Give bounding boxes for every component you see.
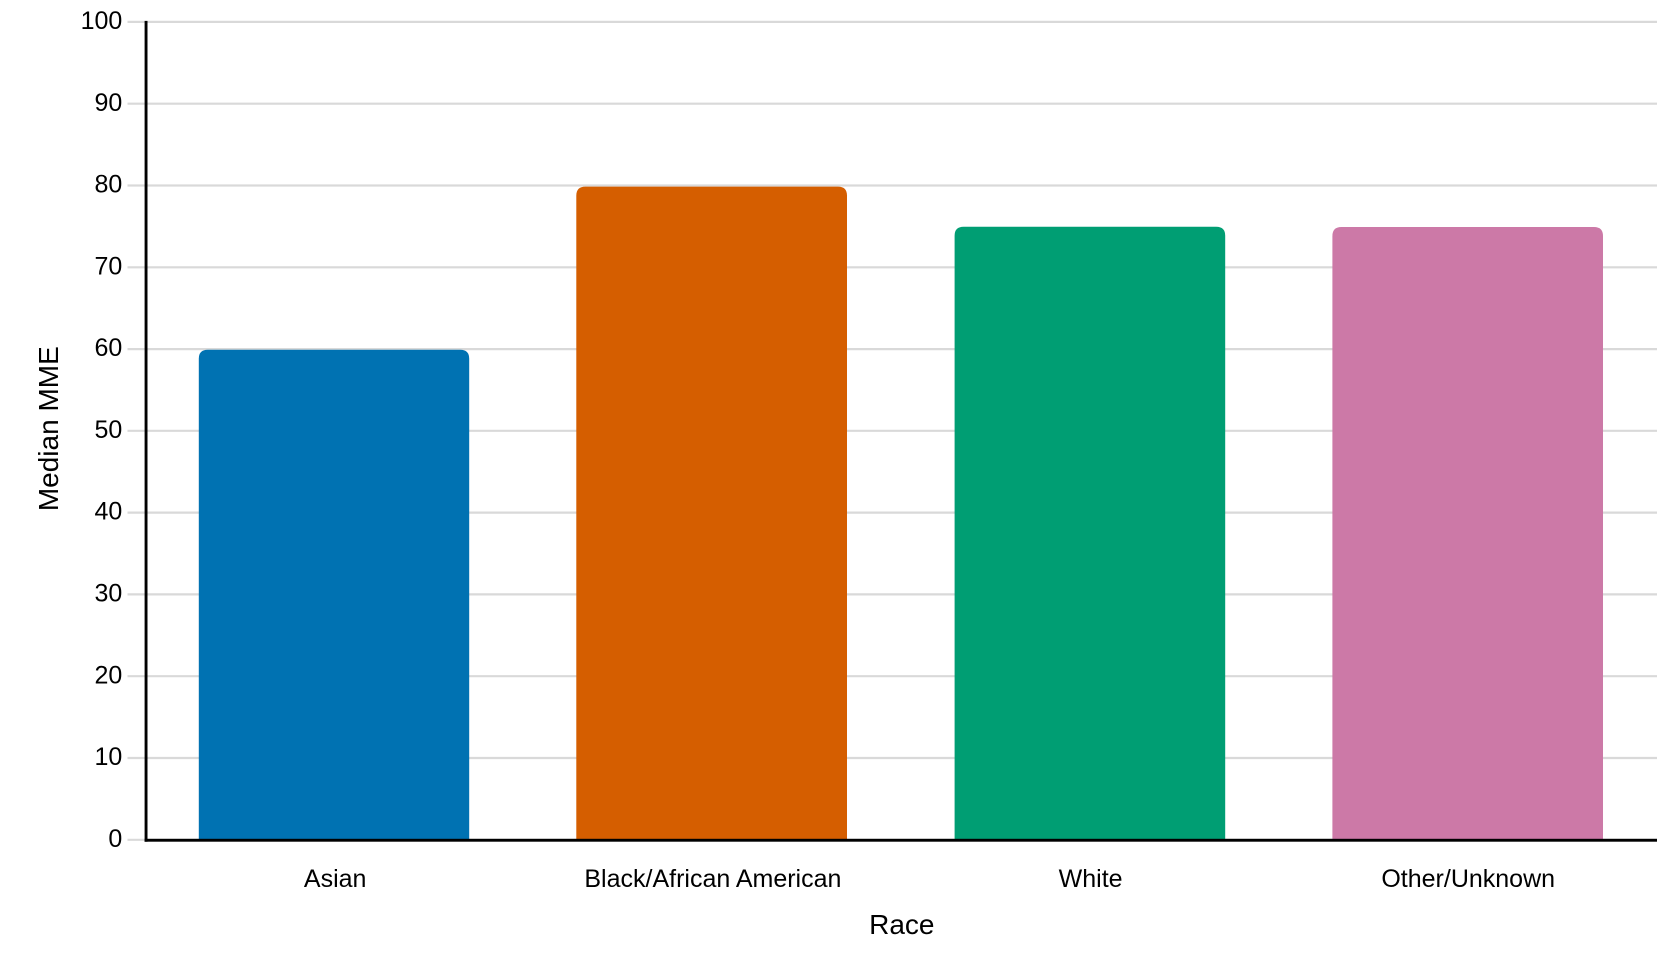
svg-text:20: 20 <box>94 661 122 689</box>
svg-text:60: 60 <box>94 334 122 362</box>
svg-text:40: 40 <box>94 498 122 526</box>
svg-text:0: 0 <box>108 825 122 853</box>
svg-text:White: White <box>1059 865 1123 893</box>
svg-text:100: 100 <box>81 7 123 35</box>
svg-text:30: 30 <box>94 580 122 608</box>
svg-text:80: 80 <box>94 171 122 199</box>
svg-text:Race: Race <box>869 909 934 940</box>
svg-text:70: 70 <box>94 252 122 280</box>
svg-text:Other/Unknown: Other/Unknown <box>1381 865 1555 893</box>
svg-text:Black/African American: Black/African American <box>584 865 841 893</box>
svg-text:10: 10 <box>94 743 122 771</box>
svg-text:50: 50 <box>94 416 122 444</box>
svg-text:Median MME: Median MME <box>33 346 64 511</box>
svg-text:90: 90 <box>94 89 122 117</box>
svg-text:Asian: Asian <box>304 865 367 893</box>
